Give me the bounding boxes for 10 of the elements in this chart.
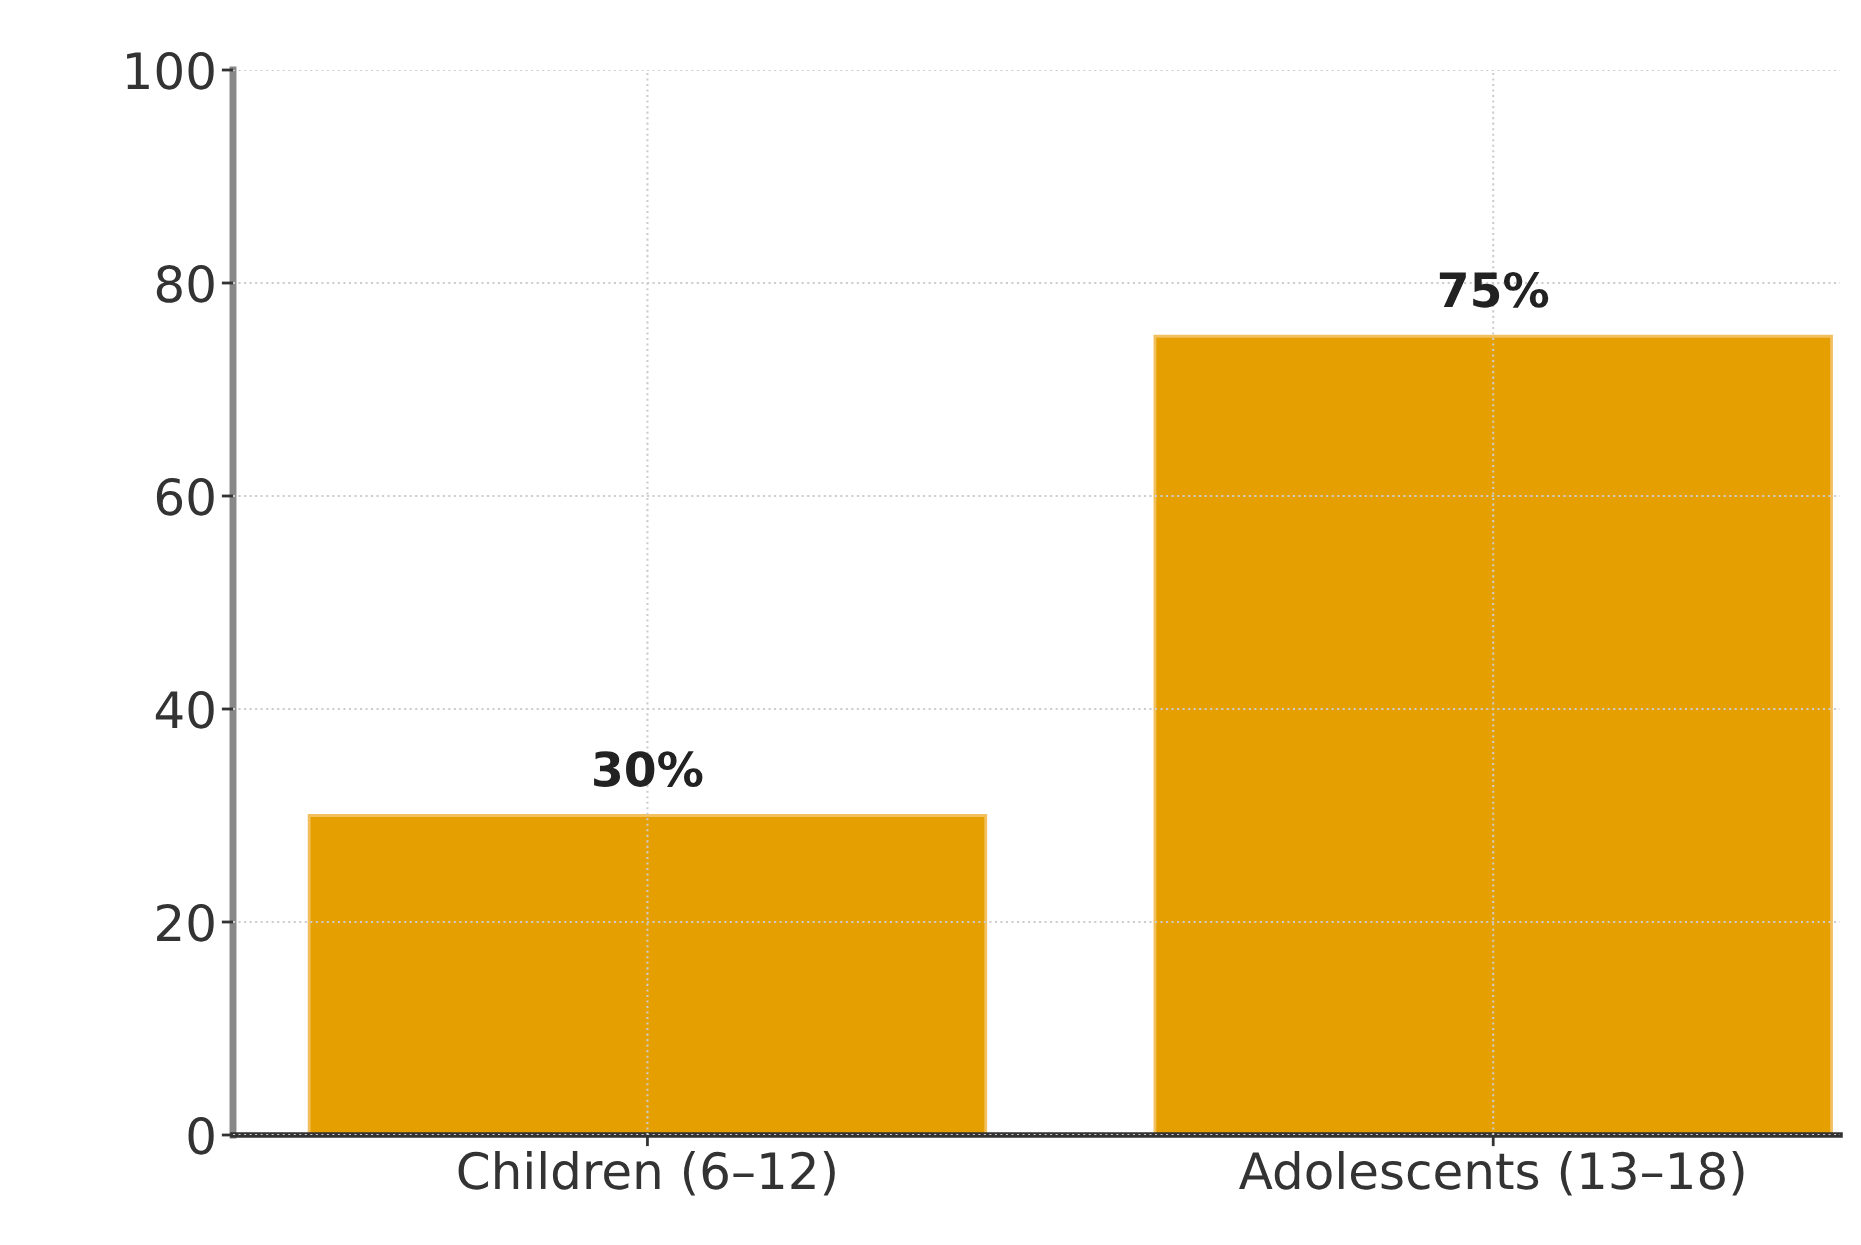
y-tick-label: 60 <box>156 477 214 516</box>
y-tick-label: 40 <box>155 690 214 729</box>
x-tick-label: Children (6–12) <box>458 1150 835 1196</box>
x-tick-label: Adolescents (13–18) <box>1239 1150 1744 1196</box>
y-tick-label: 100 <box>127 51 214 90</box>
data-label: 75% <box>1439 271 1549 308</box>
y-tick-label: 80 <box>156 264 214 303</box>
data-label: 30% <box>594 751 703 787</box>
y-tick-label: 0 <box>188 1116 214 1155</box>
y-tick-label: 20 <box>157 903 214 942</box>
